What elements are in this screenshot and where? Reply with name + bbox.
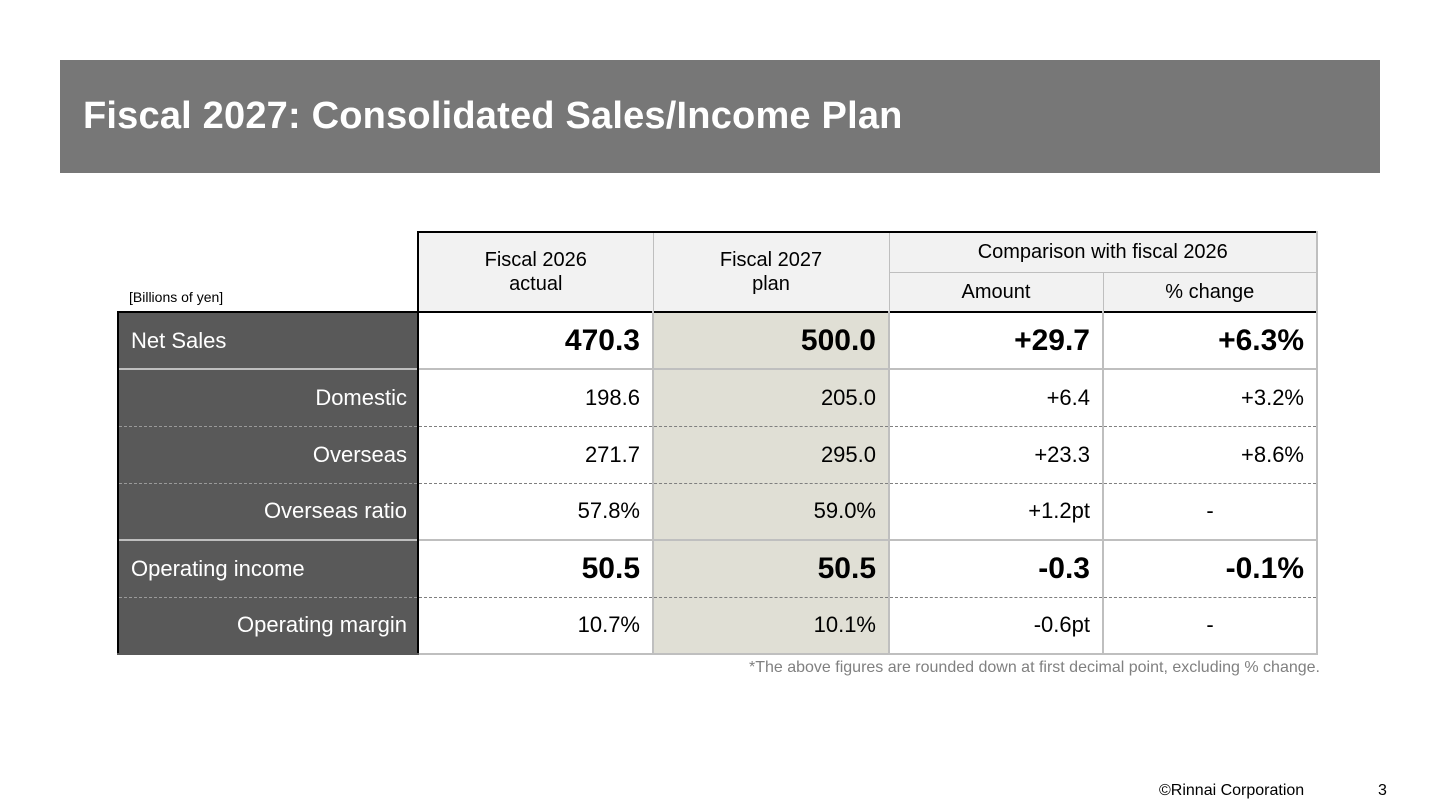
- footnote: *The above figures are rounded down at f…: [748, 659, 1320, 676]
- cell-pct-change: +8.6%: [1102, 425, 1318, 483]
- cell-actual: 198.6: [417, 368, 654, 426]
- cell-actual: 57.8%: [417, 482, 654, 540]
- cell-actual: 10.7%: [417, 596, 654, 655]
- cell-plan: 59.0%: [652, 482, 890, 540]
- header-fiscal-2026-actual: Fiscal 2026 actual: [417, 231, 654, 313]
- cell-amount: -0.6pt: [888, 596, 1104, 655]
- table-row-overseas: Overseas 271.7 295.0 +23.3 +8.6%: [117, 425, 1318, 483]
- cell-pct-change: -0.1%: [1102, 539, 1318, 597]
- cell-plan: 295.0: [652, 425, 890, 483]
- units-label: [Billions of yen]: [129, 289, 224, 305]
- cell-plan: 50.5: [652, 539, 890, 597]
- table-row-operating-margin: Operating margin 10.7% 10.1% -0.6pt -: [117, 596, 1318, 655]
- row-label: Operating margin: [117, 596, 419, 655]
- cell-amount: +23.3: [888, 425, 1104, 483]
- page-title: Fiscal 2027: Consolidated Sales/Income P…: [83, 95, 903, 137]
- cell-pct-change: -: [1102, 596, 1318, 655]
- cell-pct-change: -: [1102, 482, 1318, 540]
- cell-plan: 500.0: [652, 311, 890, 369]
- row-label: Overseas ratio: [117, 482, 419, 540]
- cell-pct-change: +3.2%: [1102, 368, 1318, 426]
- table-row-domestic: Domestic 198.6 205.0 +6.4 +3.2%: [117, 368, 1318, 426]
- cell-actual: 470.3: [417, 311, 654, 369]
- header-fiscal-2027-plan: Fiscal 2027 plan: [652, 231, 890, 313]
- cell-plan: 10.1%: [652, 596, 890, 655]
- cell-amount: +29.7: [888, 311, 1104, 369]
- cell-amount: +6.4: [888, 368, 1104, 426]
- header-pct-change: % change: [1102, 271, 1318, 313]
- cell-actual: 271.7: [417, 425, 654, 483]
- row-label: Domestic: [117, 368, 419, 426]
- row-label: Net Sales: [117, 311, 419, 369]
- page-number: 3: [1378, 782, 1387, 799]
- title-bar: Fiscal 2027: Consolidated Sales/Income P…: [60, 60, 1380, 173]
- cell-amount: -0.3: [888, 539, 1104, 597]
- cell-pct-change: +6.3%: [1102, 311, 1318, 369]
- header-comparison: Comparison with fiscal 2026: [888, 231, 1318, 273]
- cell-amount: +1.2pt: [888, 482, 1104, 540]
- row-label: Operating income: [117, 539, 419, 597]
- cell-plan: 205.0: [652, 368, 890, 426]
- table-row-net-sales: Net Sales 470.3 500.0 +29.7 +6.3%: [117, 311, 1318, 369]
- row-label: Overseas: [117, 425, 419, 483]
- table-row-overseas-ratio: Overseas ratio 57.8% 59.0% +1.2pt -: [117, 482, 1318, 540]
- table-row-operating-income: Operating income 50.5 50.5 -0.3 -0.1%: [117, 539, 1318, 597]
- cell-actual: 50.5: [417, 539, 654, 597]
- copyright: ©Rinnai Corporation: [1159, 782, 1305, 799]
- header-amount: Amount: [888, 271, 1104, 313]
- sales-income-table: Fiscal 2026 actual Fiscal 2027 plan Comp…: [117, 231, 1318, 655]
